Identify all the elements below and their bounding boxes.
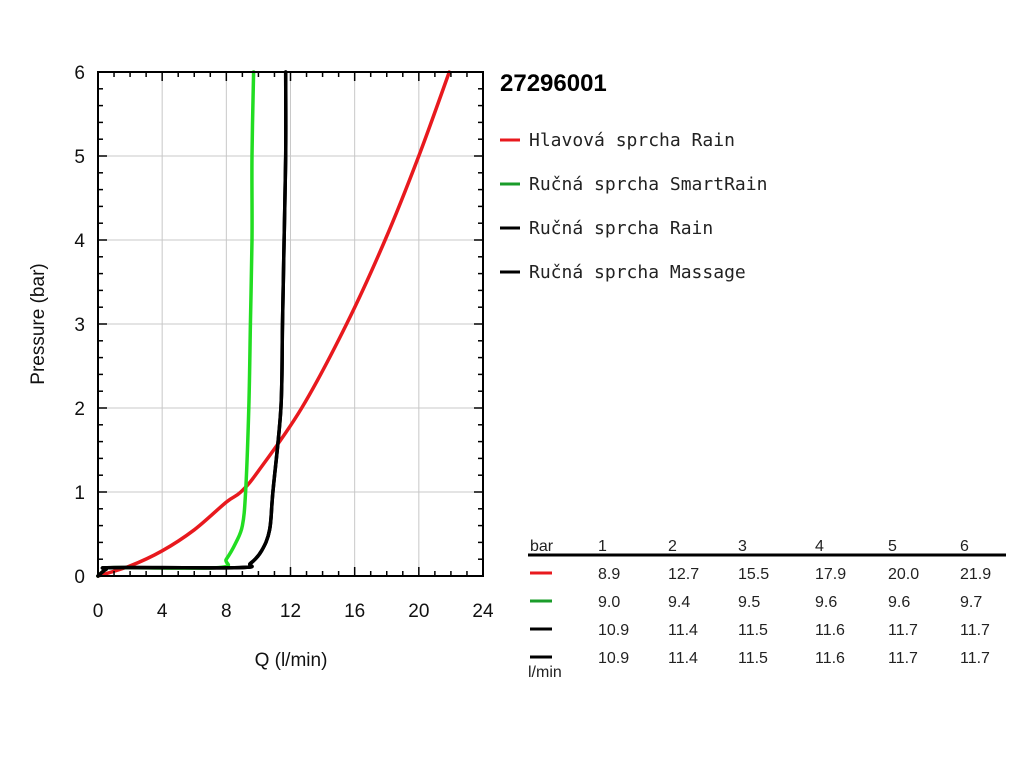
x-axis-title: Q (l/min) <box>255 650 328 671</box>
table-cell: 20.0 <box>888 566 919 583</box>
table-cell: 9.5 <box>738 594 760 611</box>
table-cell: 15.5 <box>738 566 769 583</box>
table-cell: 11.6 <box>815 622 845 639</box>
table-column-header: 6 <box>960 538 969 555</box>
table-cell: 11.7 <box>960 650 990 667</box>
table-cell: 17.9 <box>815 566 846 583</box>
table-cell: 11.7 <box>960 622 990 639</box>
x-tick-label: 20 <box>408 601 429 622</box>
table-cell: 12.7 <box>668 566 699 583</box>
y-tick-label: 3 <box>74 315 85 336</box>
table-cell: 11.6 <box>815 650 845 667</box>
table-header-label: bar <box>530 538 554 555</box>
table-cell: 11.4 <box>668 650 698 667</box>
y-tick-label: 1 <box>74 483 85 504</box>
y-tick-label: 5 <box>74 147 85 168</box>
legend-label: Hlavová sprcha Rain <box>529 130 735 151</box>
table-column-header: 3 <box>738 538 747 555</box>
table-cell: 11.5 <box>738 622 768 639</box>
table-column-header: 4 <box>815 538 824 555</box>
legend: Hlavová sprcha Rain Ručná sprcha SmartRai… <box>500 130 767 283</box>
series-line-0 <box>96 70 452 578</box>
y-axis-title: Pressure (bar) <box>28 263 49 384</box>
x-tick-label: 8 <box>221 601 232 622</box>
legend-label: Ručná sprcha Rain <box>529 218 713 239</box>
y-tick-label: 0 <box>74 567 85 588</box>
data-table: bar 1 2 3 4 5 6 8.9 12.7 15.5 17.9 20.0 21.9 9.0 9.4 9.… <box>528 538 1006 681</box>
x-tick-label: 0 <box>93 601 104 622</box>
table-column-header: 5 <box>888 538 897 555</box>
table-cell: 9.6 <box>815 594 837 611</box>
x-tick-label: 12 <box>280 601 301 622</box>
table-cell: 9.7 <box>960 594 982 611</box>
chart-title: 27296001 <box>500 70 607 97</box>
x-tick-label: 16 <box>344 601 365 622</box>
table-column-header: 1 <box>598 538 607 555</box>
series-line-3 <box>96 70 288 578</box>
x-tick-label: 24 <box>472 601 494 622</box>
y-tick-label: 4 <box>74 231 85 252</box>
table-cell: 11.4 <box>668 622 698 639</box>
grid <box>98 72 483 576</box>
axes <box>97 71 484 577</box>
table-cell: 9.4 <box>668 594 690 611</box>
legend-label: Ručná sprcha Massage <box>529 262 746 283</box>
table-cell: 10.9 <box>598 650 629 667</box>
table-unit-label: l/min <box>528 664 562 681</box>
x-tick-label: 4 <box>157 601 168 622</box>
table-cell: 8.9 <box>598 566 620 583</box>
table-cell: 11.7 <box>888 650 918 667</box>
y-tick-label: 6 <box>74 63 85 84</box>
table-cell: 11.5 <box>738 650 768 667</box>
table-cell: 9.0 <box>598 594 620 611</box>
table-cell: 21.9 <box>960 566 991 583</box>
series-lines <box>96 70 452 578</box>
y-tick-label: 2 <box>74 399 85 420</box>
table-cell: 10.9 <box>598 622 629 639</box>
legend-label: Ručná sprcha SmartRain <box>529 174 767 195</box>
table-column-header: 2 <box>668 538 677 555</box>
table-cell: 11.7 <box>888 622 918 639</box>
table-cell: 9.6 <box>888 594 910 611</box>
